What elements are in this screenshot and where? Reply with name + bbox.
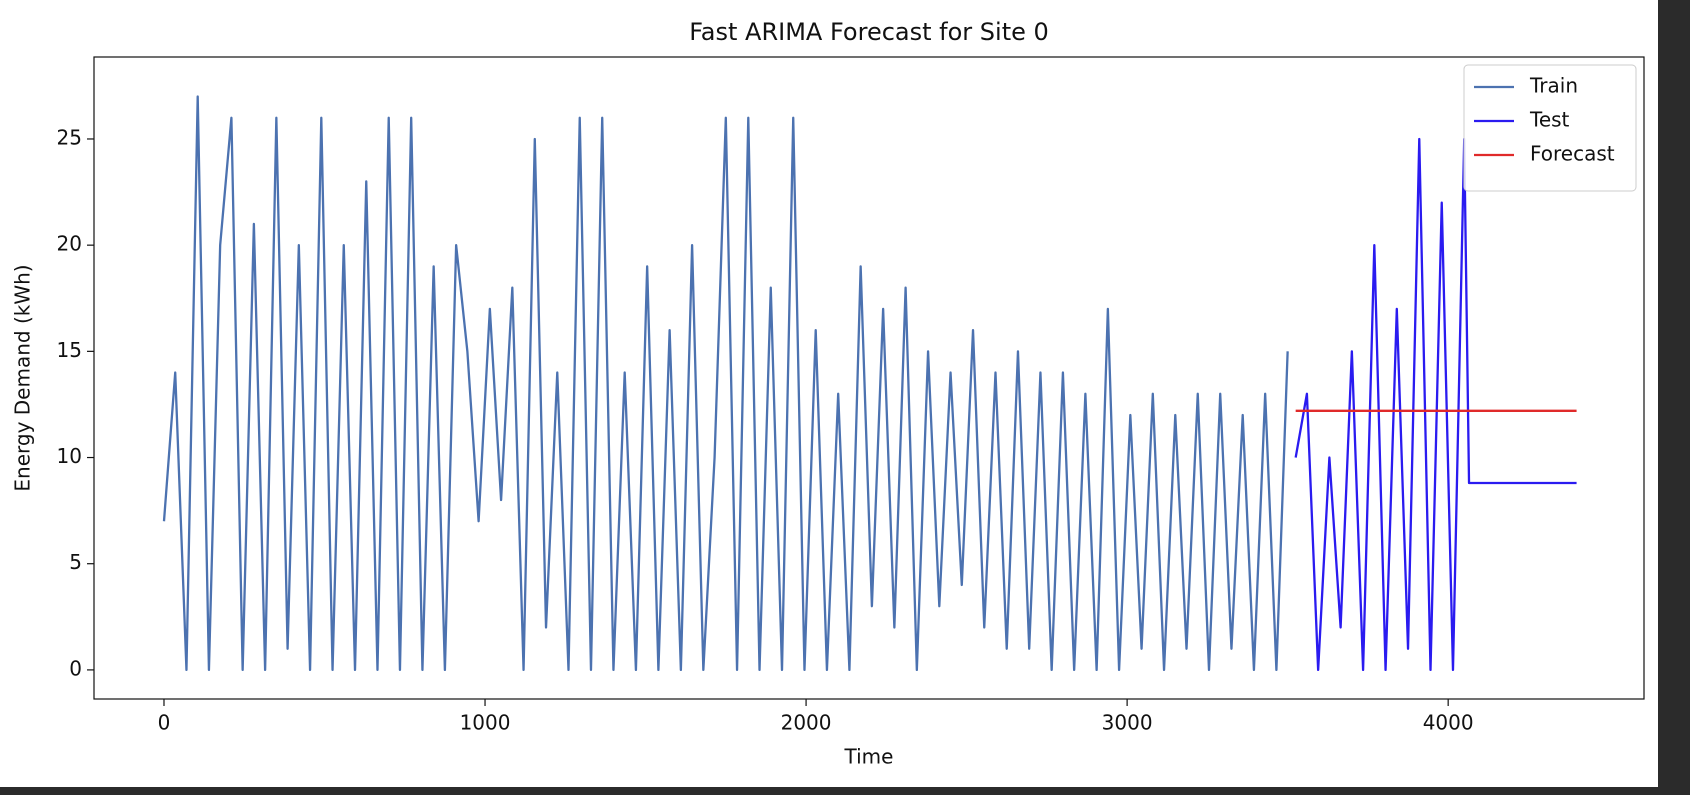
chart: Fast ARIMA Forecast for Site 0 Time Ener…: [0, 0, 1658, 787]
y-tick-label: 5: [69, 550, 82, 574]
legend-label: Train: [1529, 74, 1578, 98]
x-tick-label: 4000: [1423, 711, 1474, 735]
x-axis-label: Time: [844, 745, 894, 769]
series-line: [1294, 137, 1577, 672]
axes-frame: [93, 56, 1645, 700]
x-tick-label: 0: [158, 711, 171, 735]
chart-title: Fast ARIMA Forecast for Site 0: [689, 18, 1049, 46]
y-tick-label: 25: [57, 125, 82, 149]
legend-label: Test: [1529, 108, 1570, 132]
y-tick-label: 10: [57, 444, 82, 468]
legend-label: Forecast: [1530, 142, 1615, 166]
y-tick-label: 0: [69, 656, 82, 680]
plot-area: [162, 95, 1577, 672]
y-tick-label: 15: [57, 338, 82, 362]
legend-box: [1463, 64, 1637, 192]
x-tick-label: 2000: [781, 711, 832, 735]
y-tick-label: 20: [57, 232, 82, 256]
x-tick-label: 3000: [1102, 711, 1153, 735]
x-tick-label: 1000: [460, 711, 511, 735]
series-line: [162, 95, 1289, 672]
y-axis-label: Energy Demand (kWh): [11, 264, 35, 491]
